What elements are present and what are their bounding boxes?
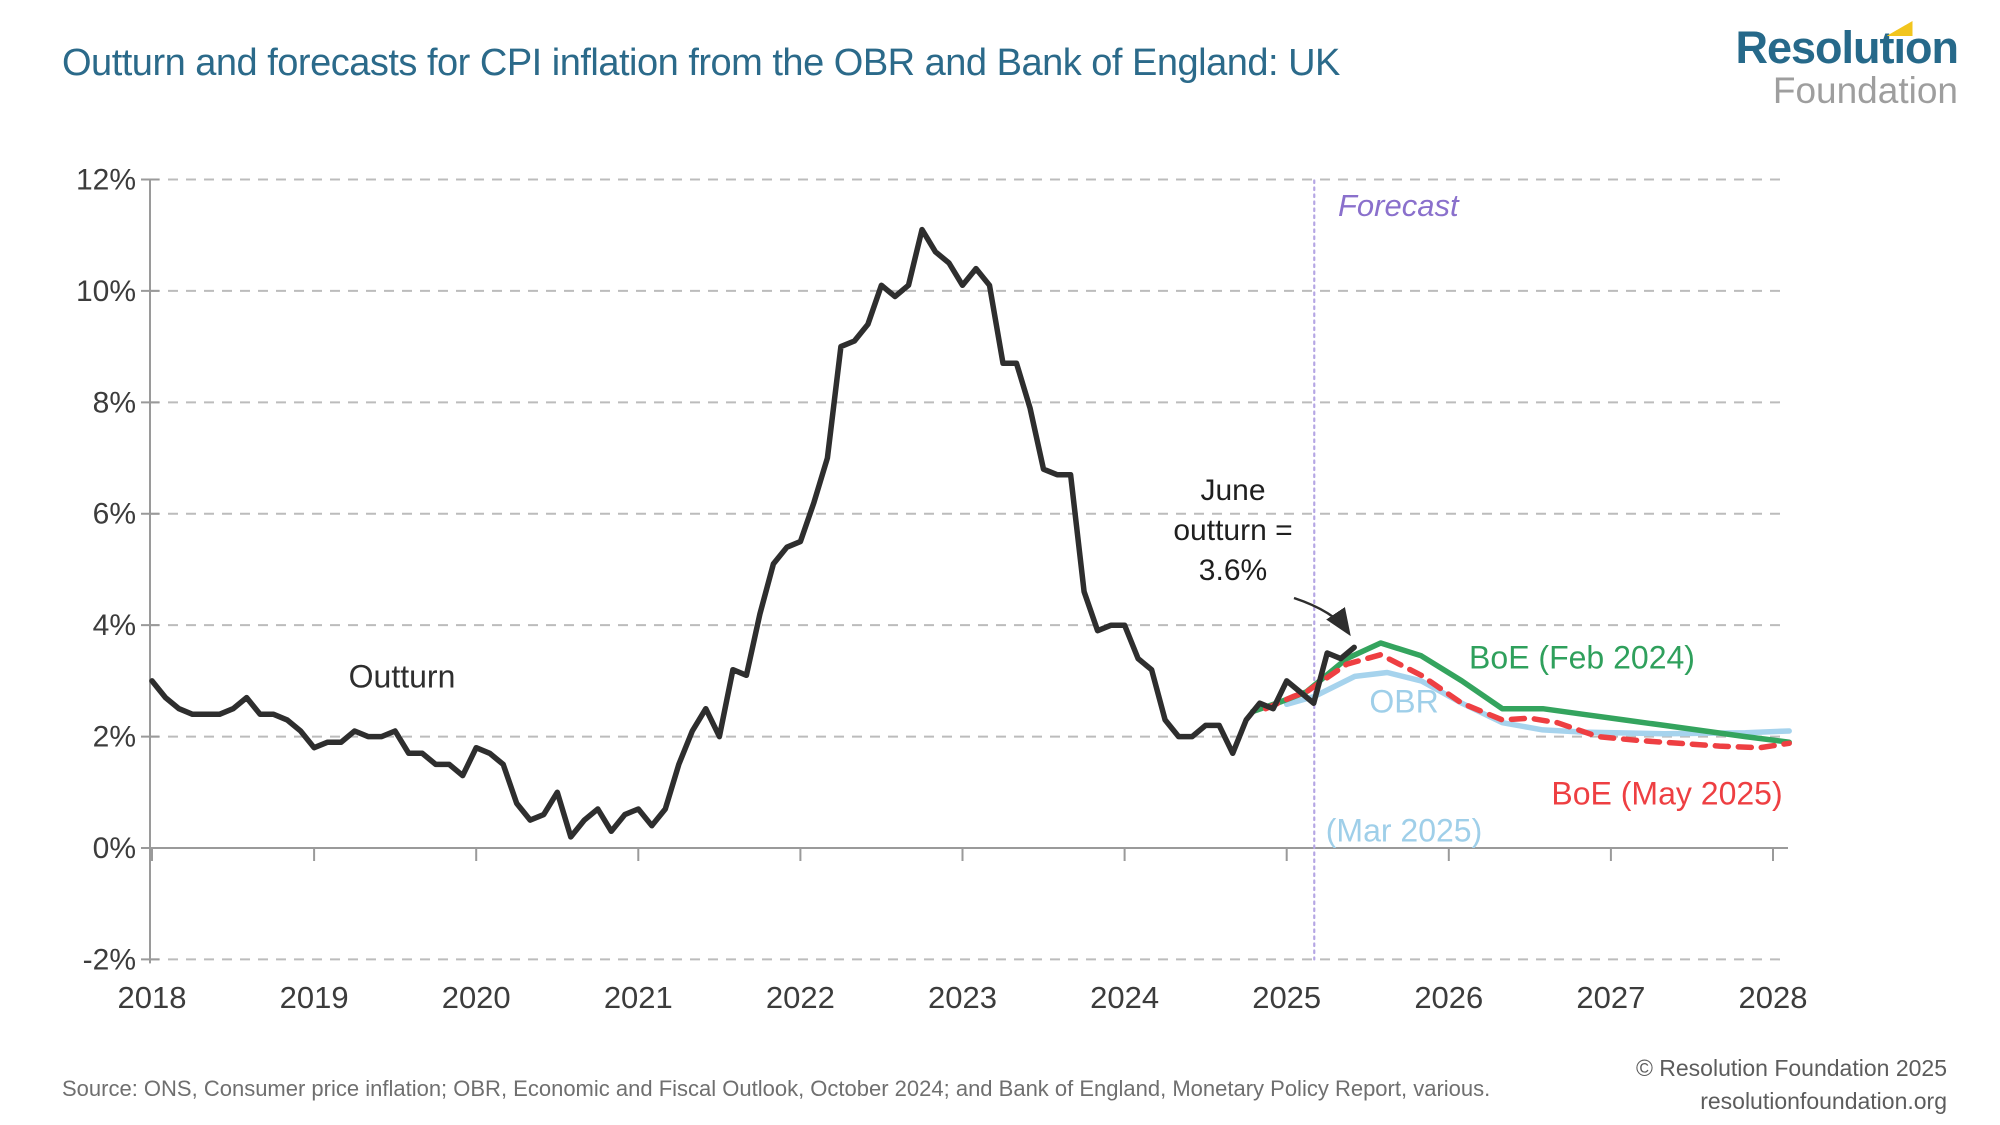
obr-series-label: OBR (Mar 2025): [1326, 595, 1483, 896]
logo-text-part3: on: [1905, 22, 1959, 73]
y-axis-tick-label: 12%: [76, 163, 136, 196]
logo-text-part1: Resolut: [1735, 22, 1894, 73]
y-axis-tick-label: -2%: [83, 943, 136, 976]
boe-may-forecast-line: [1262, 651, 1792, 751]
outturn-series-label: Outturn: [348, 658, 456, 695]
annotation-line-3: 3.6%: [1198, 554, 1268, 587]
annotation-arrow: [1293, 596, 1351, 637]
obr-label-line-1: OBR: [1369, 683, 1439, 720]
obr-forecast-line: [1283, 669, 1792, 737]
x-axis-tick-label: 2024: [1090, 980, 1159, 1015]
y-axis-tick-label: 10%: [76, 275, 136, 308]
copyright-line: © Resolution Foundation 2025: [1635, 1055, 1947, 1081]
forecast-region-label: Forecast: [1338, 188, 1459, 223]
outturn-line: [149, 226, 1357, 840]
y-axis-tick-label: 2%: [93, 721, 136, 754]
june-outturn-annotation: June outturn = 3.6%: [1173, 471, 1292, 591]
x-axis-tick-label: 2027: [1576, 980, 1645, 1015]
x-axis-tick-label: 2025: [1252, 980, 1321, 1015]
source-note: Source: ONS, Consumer price inflation; O…: [62, 1076, 1491, 1101]
logo-resolution: Resolution: [1735, 22, 1959, 73]
x-axis-tick-label: 2019: [280, 980, 349, 1015]
series-lines: [149, 226, 1792, 840]
logo-foundation: Foundation: [1772, 70, 1958, 112]
x-axis-tick-label: 2021: [604, 980, 673, 1015]
x-axis-tick-label: 2020: [442, 980, 511, 1015]
copyright-block: © Resolution Foundation 2025 resolutionf…: [1636, 1052, 1947, 1118]
x-axis-tick-label: 2026: [1414, 980, 1483, 1015]
logo-i-yellow-flag-icon: i: [1893, 22, 1906, 73]
boe-feb-series-label: BoE (Feb 2024): [1469, 639, 1695, 676]
boe-may-series-label: BoE (May 2025): [1551, 775, 1783, 812]
resolution-foundation-logo: Resolution Foundation: [1735, 22, 1959, 112]
y-axis-tick-label: 4%: [93, 609, 136, 642]
x-axis-tick-label: 2028: [1739, 980, 1808, 1015]
website-line: resolutionfoundation.org: [1700, 1088, 1947, 1114]
y-axis-tick-label: 8%: [93, 386, 136, 419]
page-title: Outturn and forecasts for CPI inflation …: [62, 42, 1340, 84]
gridlines: [150, 178, 1788, 961]
obr-label-line-2: (Mar 2025): [1325, 812, 1483, 849]
annotation-line-1: June: [1200, 474, 1266, 507]
annotation-line-2: outturn =: [1173, 514, 1293, 547]
x-axis-tick-label: 2023: [928, 980, 997, 1015]
axes: 12% 10% 8% 6% 4% 2% 0% -2% 2018 2019 2020 2021 2022 2…: [76, 163, 1808, 1015]
x-axis-tick-label: 2018: [118, 980, 187, 1015]
x-axis-tick-label: 2022: [766, 980, 835, 1015]
y-axis-tick-label: 6%: [93, 498, 136, 531]
y-axis-tick-label: 0%: [93, 832, 136, 865]
